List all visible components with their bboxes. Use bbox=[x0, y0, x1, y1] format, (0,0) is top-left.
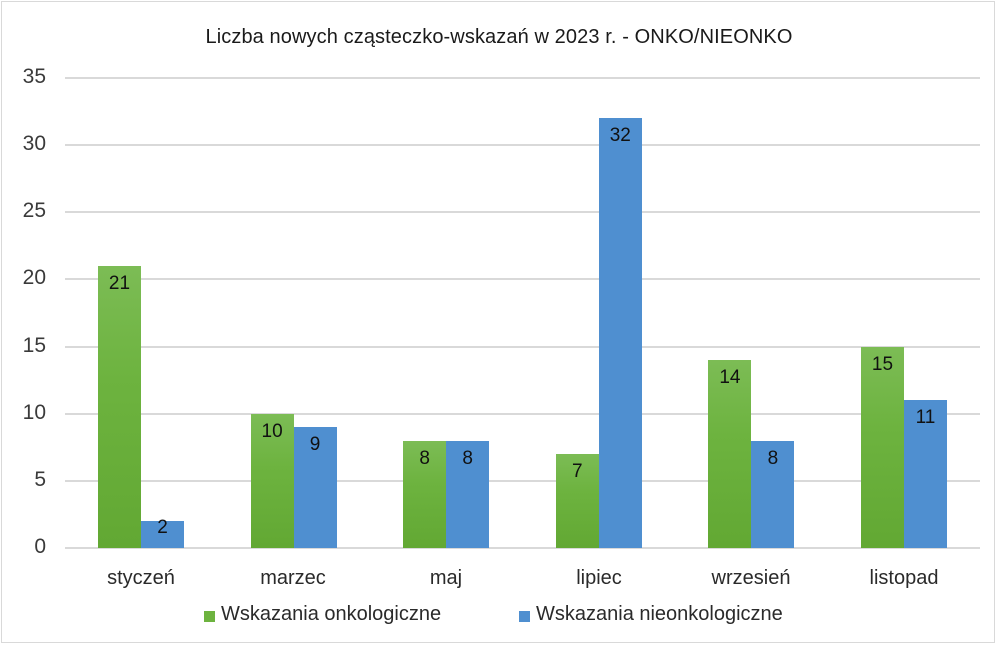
data-label: 10 bbox=[261, 420, 283, 442]
y-tick: 25 bbox=[22, 199, 46, 222]
data-label: 11 bbox=[915, 407, 936, 429]
data-label: 2 bbox=[157, 517, 168, 539]
y-tick: 5 bbox=[34, 468, 46, 491]
data-label: 7 bbox=[572, 461, 583, 482]
data-label: 14 bbox=[719, 367, 741, 388]
bar-nieonko bbox=[446, 440, 490, 548]
bar-onko bbox=[98, 266, 141, 548]
data-label: 8 bbox=[767, 447, 779, 469]
gridline bbox=[65, 211, 980, 213]
legend-swatch-blue-icon bbox=[519, 610, 530, 622]
gridline bbox=[65, 278, 980, 280]
data-label: 21 bbox=[108, 273, 131, 294]
bar-nieonko bbox=[293, 427, 337, 548]
data-label: 9 bbox=[309, 434, 321, 456]
y-tick: 15 bbox=[22, 334, 46, 357]
bar-onko bbox=[708, 360, 752, 548]
bar-nieonko bbox=[598, 118, 642, 548]
bar-nieonko bbox=[751, 440, 795, 548]
bar-onko bbox=[250, 413, 294, 548]
legend-item-onko[interactable]: Wskazania onkologiczne bbox=[204, 603, 441, 626]
chart-title: Liczba nowych cząsteczko-wskazań w 2023 … bbox=[205, 26, 793, 48]
gridline bbox=[65, 413, 980, 415]
bar-onko bbox=[861, 346, 904, 548]
legend-item-nieonko[interactable]: Wskazania nieonkologiczne bbox=[519, 603, 783, 626]
gridline bbox=[65, 480, 980, 482]
y-tick: 10 bbox=[22, 401, 46, 424]
x-tick: marzec bbox=[260, 567, 326, 589]
gridline bbox=[65, 77, 980, 79]
x-tick: listopad bbox=[869, 567, 939, 589]
y-tick: 0 bbox=[34, 535, 46, 558]
legend-label: Wskazania nieonkologiczne bbox=[536, 603, 783, 625]
data-label: 15 bbox=[871, 353, 894, 375]
x-tick: maj bbox=[429, 567, 463, 589]
bar-onko bbox=[403, 440, 447, 548]
bar-nieonko bbox=[141, 521, 184, 548]
data-label: 32 bbox=[609, 125, 631, 147]
x-tick: wrzesień bbox=[711, 567, 791, 589]
legend-swatch-green-icon bbox=[204, 610, 215, 622]
x-tick: styczeń bbox=[107, 567, 175, 589]
gridline bbox=[65, 144, 980, 146]
x-tick: lipiec bbox=[576, 567, 622, 589]
bar-onko bbox=[555, 454, 599, 548]
legend-label: Wskazania onkologiczne bbox=[221, 603, 442, 625]
x-axis-line bbox=[65, 547, 980, 549]
data-label: 8 bbox=[462, 447, 473, 469]
data-label: 8 bbox=[419, 447, 430, 469]
y-tick: 20 bbox=[22, 266, 46, 289]
y-tick: 35 bbox=[22, 65, 46, 88]
bar-nieonko bbox=[904, 400, 947, 548]
y-tick: 30 bbox=[22, 132, 46, 155]
gridline bbox=[65, 346, 980, 348]
